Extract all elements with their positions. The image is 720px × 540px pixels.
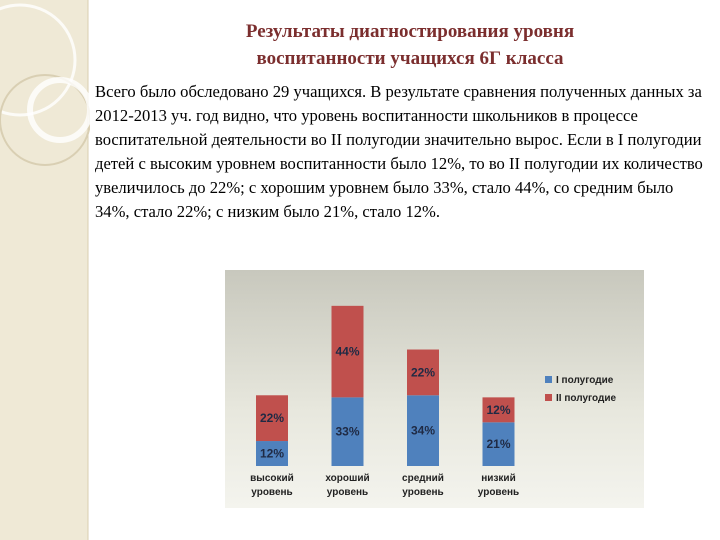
value-label: 22% [260,411,284,425]
x-tick-label: хороший уровень [325,473,370,498]
legend-swatch [545,376,552,383]
value-label: 34% [411,424,435,438]
paragraph: Всего было обследовано 29 учащихся. В ре… [95,82,703,221]
bar-segment [482,397,515,423]
legend-label: I полугодие [556,375,614,386]
value-label: 12% [486,403,510,417]
bar-segment [331,397,364,466]
title-line: воспитанности учащихся 6Г класса [256,48,564,69]
legend-label: II полугодие [556,393,617,404]
title: Результаты диагностирования уровня воспи… [160,18,660,72]
bar-segment [482,422,515,466]
bar-segment [331,305,364,398]
value-label: 33% [335,425,359,439]
bar-segment [407,395,439,466]
bar-segment [256,395,288,442]
value-label: 12% [260,447,284,461]
x-tick-label: низкий уровень [477,473,520,498]
bar-segment [407,349,439,396]
value-label: 21% [486,437,510,451]
legend-swatch [545,394,552,401]
x-tick-label: средний уровень [402,473,444,498]
title-line: Результаты диагностирования уровня [245,21,575,42]
chart-svg: 12% 22% 33% 44% 34% 22% 21% 12% I полугодие II по… [256,305,617,466]
decoration [0,0,90,540]
chart: 12% 22% 33% 44% 34% 22% 21% 12% I полугодие II по… [225,270,644,508]
x-tick-label: высокий уровень [250,473,294,498]
bar-segment [256,441,288,466]
value-label: 44% [335,345,359,359]
value-label: 22% [411,365,435,379]
